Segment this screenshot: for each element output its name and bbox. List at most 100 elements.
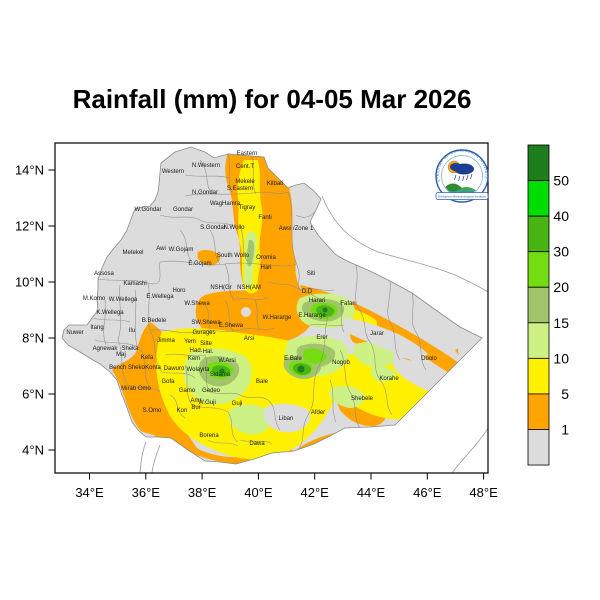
zone-label: Kefa <box>141 355 154 361</box>
zone-label: Silte <box>200 341 212 347</box>
legend-value: 1 <box>561 421 569 437</box>
zone-label: Tigray <box>239 205 255 211</box>
zone-label: Awsi /Zone 1 <box>279 226 314 232</box>
zone-label: Gofa <box>161 379 175 385</box>
zone-label: Jarar <box>370 331 384 337</box>
x-tick-label: 40°E <box>244 485 273 500</box>
logo-cloud-icon <box>450 163 474 175</box>
zone-label: Arsi <box>244 336 254 342</box>
zone-label: Awi <box>156 246 166 252</box>
zone-label: K.Wellega <box>96 310 124 316</box>
addis-ababa-area <box>241 307 251 317</box>
zone-label: Harari <box>309 298 325 304</box>
legend-swatch <box>527 180 550 217</box>
zone-label: S.Eastern <box>227 186 253 192</box>
y-tick-label: 10°N <box>15 275 44 290</box>
zone-label: Hal. <box>203 349 214 355</box>
zone-labels: N.Western Western Cent.T Eastern MekeleS.Eas… <box>66 151 437 447</box>
ethiopia-layers <box>62 147 482 464</box>
x-axis: 34°E 36°E 38°E 40°E 42°E 44°E 46°E 48°E <box>75 473 498 500</box>
zone-label: Mirab Omo <box>121 386 151 392</box>
zone-label: Borena <box>199 433 219 439</box>
zone-label: Bale <box>256 379 269 385</box>
zone-label: N.Gondar <box>192 190 218 196</box>
legend-swatch <box>527 251 550 288</box>
x-tick-label: 42°E <box>301 485 330 500</box>
zone-label: W.Gondar <box>134 207 161 213</box>
logo-banner <box>435 192 489 200</box>
map-frame <box>54 142 489 474</box>
zone-label: W.Wellega <box>109 297 138 303</box>
logo-river-icon <box>443 189 481 193</box>
zone-label: Fanti <box>258 215 271 221</box>
zone-label: Kamashi <box>123 281 146 287</box>
legend-value: 5 <box>561 386 569 402</box>
y-tick-label: 6°N <box>22 387 44 402</box>
zone-label: W.Hararge <box>263 315 292 321</box>
zone-label: Bur <box>191 405 200 411</box>
zone-label: South Wollo <box>217 253 250 259</box>
zone-label: W.Guji <box>198 400 216 406</box>
legend-swatch <box>527 286 550 324</box>
zone-label: E.Hararge <box>298 313 326 319</box>
ethiopia-border <box>61 146 483 465</box>
legend-swatch <box>527 322 550 359</box>
zone-label: Gurages <box>192 330 215 336</box>
zone-label: Kilbati <box>267 181 283 187</box>
zone-label: Gamo <box>179 388 196 394</box>
rain-palegreen-patches <box>183 231 396 435</box>
zone-label: Oromia <box>256 255 276 261</box>
zone-label: S.Omo <box>143 408 162 414</box>
zone-label: Gedeo <box>202 388 221 394</box>
zone-label: SW.Shewa <box>191 320 221 326</box>
zone-label: Siti <box>307 271 315 277</box>
rain-kelly-patches <box>212 305 335 377</box>
legend-value: 50 <box>553 173 569 189</box>
zone-label: NSH(Gr <box>210 285 231 291</box>
zone-label: E.Bale <box>284 356 302 362</box>
zone-label: Erer <box>316 335 327 341</box>
rainfall-legend: 50 40 30 20 15 10 5 1 <box>527 144 569 466</box>
zone-label: Mekele <box>235 179 255 185</box>
zone-label: Eastern <box>237 151 258 157</box>
zone-label: Shebele <box>351 396 374 402</box>
rain-orange-patches <box>112 150 478 464</box>
x-tick-label: 34°E <box>75 485 104 500</box>
legend-swatch <box>527 215 550 253</box>
zone-label: Dawuro <box>164 366 185 372</box>
legend-value: 10 <box>553 350 569 366</box>
zone-label: Konta <box>145 365 161 371</box>
legend-value: 40 <box>553 208 569 224</box>
zone-label: W.Shewa <box>184 301 210 307</box>
legend-value: 15 <box>553 315 569 331</box>
zone-label: Afder <box>311 410 325 416</box>
y-tick-label: 14°N <box>15 163 44 178</box>
zone-label: Western <box>162 169 184 175</box>
zone-label: Amr <box>191 398 202 404</box>
zone-label: Had. <box>190 348 203 354</box>
x-tick-label: 44°E <box>357 485 386 500</box>
zone-label: Kon <box>177 408 188 414</box>
legend-swatch <box>527 429 550 466</box>
zone-label: Wolayita <box>187 367 211 373</box>
y-tick-label: 12°N <box>15 219 44 234</box>
legend-value: 20 <box>553 279 569 295</box>
zone-label: WagHamra <box>210 201 241 207</box>
y-axis: 14°N 12°N 10°N 8°N 6°N 4°N <box>15 163 55 458</box>
zone-label: Bench Sheko <box>109 365 145 371</box>
zone-label: Guji <box>232 401 243 407</box>
neighbor-boundaries <box>139 195 489 474</box>
zone-label: N.Wollo <box>224 225 246 231</box>
zone-label: Sidama <box>210 372 231 378</box>
zone-label: Yem <box>184 339 196 345</box>
x-tick-label: 36°E <box>132 485 161 500</box>
page-title: Rainfall (mm) for 04-05 Mar 2026 <box>72 84 472 114</box>
x-tick-label: 48°E <box>469 485 498 500</box>
zone-label: Cent.T <box>236 164 254 170</box>
y-tick-label: 4°N <box>22 443 44 458</box>
zone-label: S.Gondar <box>200 225 226 231</box>
zone-label: Agnewak <box>93 346 119 352</box>
logo-banner-text: Ethiopian Meteorological Institute <box>438 195 486 199</box>
